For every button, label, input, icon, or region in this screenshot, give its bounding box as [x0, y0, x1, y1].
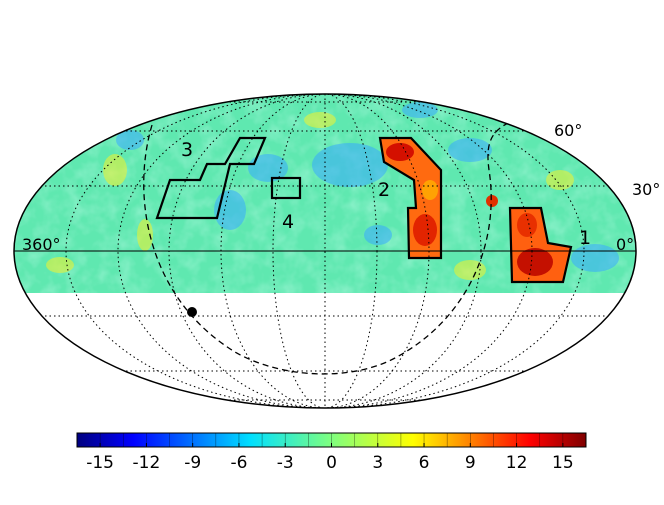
region-label-2: 2	[378, 179, 390, 201]
masked-south	[14, 293, 636, 408]
sky-map	[14, 94, 636, 408]
lat-60-label-box	[551, 118, 591, 140]
lat-60-label: 60°	[554, 121, 582, 140]
warm-patches	[46, 112, 574, 280]
colorbar-tick-label: 15	[552, 453, 574, 473]
hotspot-small	[486, 195, 498, 207]
region-label-3: 3	[181, 139, 193, 161]
hotspot-region-1	[510, 208, 571, 282]
colorbar: -15 -12 -9 -6 -3 0 3 6 9 12 15	[76, 432, 587, 473]
galactic-plane-curve	[143, 117, 521, 375]
colorbar-labels: -15 -12 -9 -6 -3 0 3 6 9 12 15	[86, 453, 573, 473]
region-1-outline	[508, 206, 573, 284]
colorbar-tick-label: -3	[277, 453, 294, 473]
region-label-1: 1	[579, 227, 591, 249]
region-label-4: 4	[282, 211, 294, 233]
colorbar-tick-label: -15	[86, 453, 114, 473]
colorbar-tick-label: -6	[230, 453, 247, 473]
colorbar-ticks	[99, 433, 564, 447]
lat-30-label-box	[630, 179, 664, 201]
colorbar-tick-label: -12	[133, 453, 161, 473]
colorbar-tick-label: 3	[372, 453, 383, 473]
region-outlines	[155, 136, 573, 284]
map-boundary	[13, 93, 637, 409]
colorbar-tick-label: 6	[419, 453, 430, 473]
colorbar-tick-label: 9	[465, 453, 476, 473]
colorbar-tick-label: 12	[506, 453, 528, 473]
colorbar-tick-label: -9	[184, 453, 201, 473]
colorbar-tick-label: 0	[326, 453, 337, 473]
lon-360-label: 360°	[22, 235, 61, 254]
lon-0-label: 0°	[616, 235, 634, 254]
region-3-outline	[155, 136, 267, 220]
lat-30-label: 30°	[632, 180, 660, 199]
region-2-outline	[378, 136, 443, 260]
marker-dot	[187, 307, 197, 317]
region-4-outline	[270, 176, 302, 200]
